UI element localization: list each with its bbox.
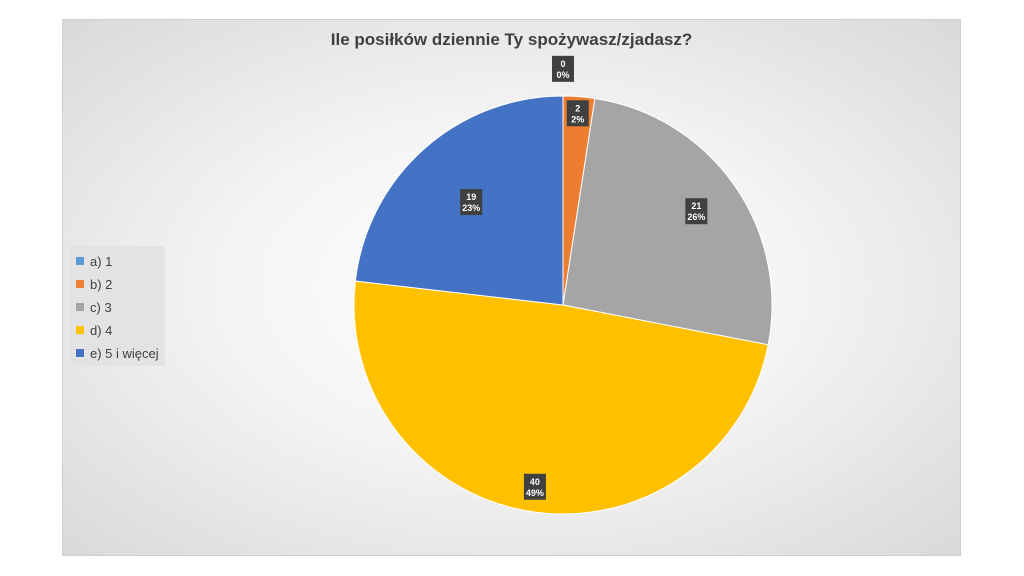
data-label-a: 00%	[552, 55, 574, 82]
data-label-value-e: 19	[466, 192, 476, 202]
legend-swatch-b	[76, 280, 84, 288]
data-label-value-c: 21	[691, 201, 701, 211]
data-label-b: 22%	[566, 100, 589, 127]
data-label-value-d: 40	[530, 477, 540, 487]
legend-swatch-c	[76, 303, 84, 311]
legend-swatch-d	[76, 326, 84, 334]
legend-label-c: c) 3	[90, 299, 112, 315]
data-label-percent-c: 26%	[687, 212, 705, 222]
legend-swatch-e	[76, 349, 84, 357]
chart-title: Ile posiłków dziennie Ty spożywasz/zjada…	[330, 30, 693, 49]
data-label-value-b: 2	[575, 103, 580, 113]
data-label-percent-d: 49%	[526, 488, 544, 498]
legend-label-d: d) 4	[90, 322, 113, 338]
data-label-box-e	[460, 189, 483, 216]
legend-item-c: c) 3	[76, 298, 112, 316]
data-label-box-d	[523, 473, 546, 500]
data-label-box-c	[685, 198, 708, 225]
pie-slice-e	[354, 95, 564, 306]
legend-label-b: b) 2	[90, 276, 113, 292]
data-label-box-a	[552, 55, 574, 82]
legend-item-b: b) 2	[76, 275, 112, 293]
legend-label-e: e) 5 i więcej	[90, 345, 159, 361]
chart-area: Ile posiłków dziennie Ty spożywasz/zjada…	[62, 19, 961, 556]
data-label-box-b	[566, 100, 589, 127]
legend: a) 1 b) 2 c) 3 d) 4 e) 5 i więcej	[70, 246, 165, 366]
legend-item-a: a) 1	[76, 252, 112, 270]
data-label-percent-e: 23%	[462, 203, 480, 213]
legend-item-d: d) 4	[76, 321, 112, 339]
pie-slice-d	[353, 280, 769, 515]
data-label-percent-a: 0%	[556, 70, 569, 80]
legend-item-e: e) 5 i więcej	[76, 344, 159, 362]
pie-slice-c	[562, 97, 773, 346]
data-label-percent-b: 2%	[571, 114, 584, 124]
data-label-value-a: 0	[560, 59, 565, 69]
legend-swatch-a	[76, 257, 84, 265]
legend-label-a: a) 1	[90, 253, 113, 269]
